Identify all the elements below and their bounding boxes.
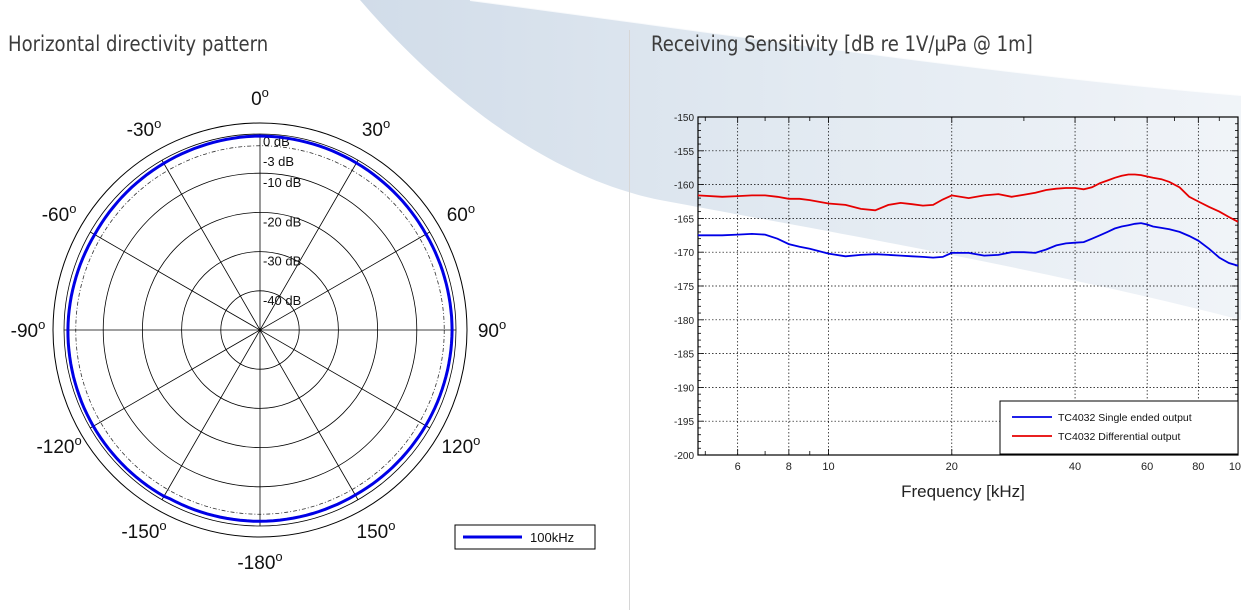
y-tick-label: -150 (674, 113, 694, 124)
x-tick-label: 80 (1192, 461, 1204, 473)
polar-angle-label: -120o (36, 433, 81, 458)
y-tick-label: -165 (674, 214, 694, 225)
x-tick-label: 60 (1141, 461, 1153, 473)
x-axis-label: Frequency [kHz] (901, 482, 1025, 501)
polar-angle-label: -180o (237, 549, 282, 574)
sensitivity-series (698, 173, 1238, 267)
polar-frame (52, 122, 468, 538)
polar-legend-label: 100kHz (530, 530, 574, 545)
polar-ring-label: -20 dB (263, 214, 301, 229)
y-tick-label: -185 (674, 350, 694, 361)
polar-angle-label: -30o (127, 116, 162, 141)
y-tick-label: -160 (674, 181, 694, 192)
polar-ring-label: -3 dB (263, 154, 294, 169)
x-tick-label: 10 (822, 461, 834, 473)
directivity-title: Horizontal directivity pattern (8, 32, 269, 56)
polar-ring-label: -40 dB (263, 293, 301, 308)
polar-angle-labels: 0o 30o 60o 90o 120o 150o -180o -150o -120o -90o -6… (11, 85, 507, 574)
polar-ring-label: -30 dB (263, 254, 301, 269)
polar-angle-label: 30o (362, 116, 390, 141)
sensitivity-title: Receiving Sensitivity [dB re 1V/µPa @ 1m… (651, 32, 1033, 56)
polar-ring-label: -10 dB (263, 175, 301, 190)
polar-angle-label: 60o (447, 201, 475, 226)
y-tick-label: -190 (674, 383, 694, 394)
y-tick-label: -200 (674, 451, 694, 462)
sensitivity-legend: TC4032 Single ended output TC4032 Differe… (999, 400, 1239, 455)
section-divider (629, 30, 630, 610)
sensitivity-series-differential (698, 173, 1238, 223)
y-tick-label: -155 (674, 147, 694, 158)
x-tick-label: 6 (735, 461, 741, 473)
polar-directivity-chart: 0 dB-3 dB-10 dB-20 dB-30 dB-40 dB 0o30o6… (11, 85, 596, 574)
polar-legend: 100kHz (454, 524, 596, 550)
x-tick-label: 20 (946, 461, 958, 473)
sensitivity-legend-box (999, 400, 1239, 455)
sensitivity-legend-label: TC4032 Differential output (1058, 431, 1180, 443)
polar-angle-label: -90o (11, 317, 46, 342)
y-tick-label: -175 (674, 282, 694, 293)
y-tick-label: -195 (674, 417, 694, 428)
polar-angle-label: -150o (121, 518, 166, 543)
polar-ring-labels: 0 dB-3 dB-10 dB-20 dB-30 dB-40 dB (263, 134, 301, 308)
polar-spoke (161, 160, 359, 500)
polar-angle-label: 150o (357, 518, 396, 543)
polar-angle-label: 0o (251, 85, 269, 110)
swoosh-shape (360, 0, 1241, 320)
y-tick-label: -170 (674, 248, 694, 259)
polar-series-100khz (66, 134, 454, 523)
sensitivity-ticks: -150 -155 -160 -165 -170 -175 -180 -185 -190 -195… (674, 113, 1241, 473)
polar-series (66, 134, 454, 523)
sensitivity-chart: -150 -155 -160 -165 -170 -175 -180 -185 -190 -195… (674, 113, 1241, 501)
sensitivity-series-single-ended (698, 222, 1238, 267)
polar-angle-label: 90o (478, 317, 506, 342)
sensitivity-legend-label: TC4032 Single ended output (1058, 412, 1192, 424)
polar-angle-label: 120o (441, 433, 480, 458)
polar-grid (52, 122, 468, 538)
polar-angle-label: -60o (42, 201, 77, 226)
x-tick-label: 8 (786, 461, 792, 473)
swoosh-edge (469, 0, 1241, 96)
x-tick-label: 100 (1229, 461, 1241, 473)
y-tick-label: -180 (674, 316, 694, 327)
x-tick-label: 40 (1069, 461, 1081, 473)
